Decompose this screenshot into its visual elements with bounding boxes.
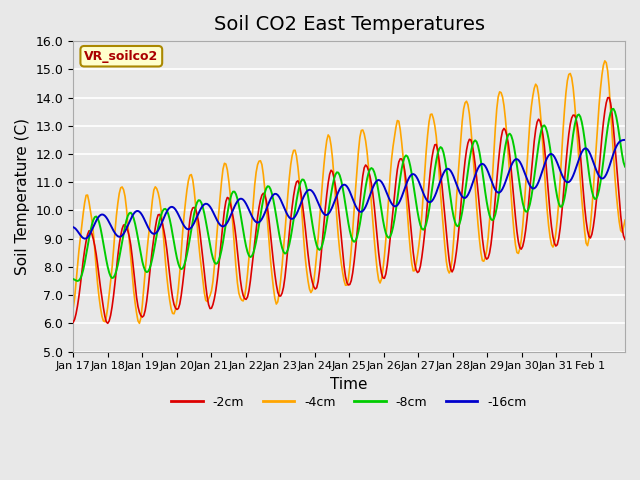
Text: VR_soilco2: VR_soilco2 <box>84 50 159 63</box>
-4cm <box>88 217 96 223</box>
-8cm <box>69 276 77 282</box>
Title: Soil CO2 East Temperatures: Soil CO2 East Temperatures <box>214 15 484 34</box>
-4cm <box>106 291 113 297</box>
-16cm <box>546 151 554 157</box>
-8cm <box>107 274 115 279</box>
-4cm <box>620 224 627 230</box>
-8cm <box>355 228 362 234</box>
-16cm <box>107 222 115 228</box>
Line: -2cm: -2cm <box>73 97 625 324</box>
-2cm <box>620 233 627 239</box>
-8cm <box>620 159 627 165</box>
-16cm <box>464 192 472 198</box>
-2cm <box>546 210 554 216</box>
-8cm <box>464 168 472 173</box>
-16cm <box>621 137 629 143</box>
-2cm <box>104 321 111 326</box>
-4cm <box>621 217 629 223</box>
-16cm <box>81 236 88 241</box>
-16cm <box>355 208 362 214</box>
-2cm <box>621 237 629 242</box>
-2cm <box>88 231 96 237</box>
-2cm <box>69 320 77 325</box>
-4cm <box>136 321 143 326</box>
-4cm <box>69 305 77 311</box>
-16cm <box>90 224 97 230</box>
-8cm <box>90 217 97 223</box>
X-axis label: Time: Time <box>330 377 368 392</box>
Line: -4cm: -4cm <box>73 61 625 324</box>
Legend: -2cm, -4cm, -8cm, -16cm: -2cm, -4cm, -8cm, -16cm <box>166 391 532 414</box>
Y-axis label: Soil Temperature (C): Soil Temperature (C) <box>15 118 30 275</box>
-8cm <box>546 145 554 151</box>
-2cm <box>107 312 115 318</box>
Line: -16cm: -16cm <box>73 140 625 239</box>
-4cm <box>601 58 609 64</box>
-4cm <box>464 102 472 108</box>
-2cm <box>355 216 362 221</box>
-4cm <box>355 148 362 154</box>
-16cm <box>618 137 626 143</box>
-8cm <box>74 278 81 284</box>
-2cm <box>464 140 472 146</box>
Line: -8cm: -8cm <box>73 109 625 281</box>
-16cm <box>69 224 77 230</box>
-4cm <box>546 234 554 240</box>
-2cm <box>605 95 613 100</box>
-8cm <box>610 106 618 112</box>
-8cm <box>621 164 629 169</box>
